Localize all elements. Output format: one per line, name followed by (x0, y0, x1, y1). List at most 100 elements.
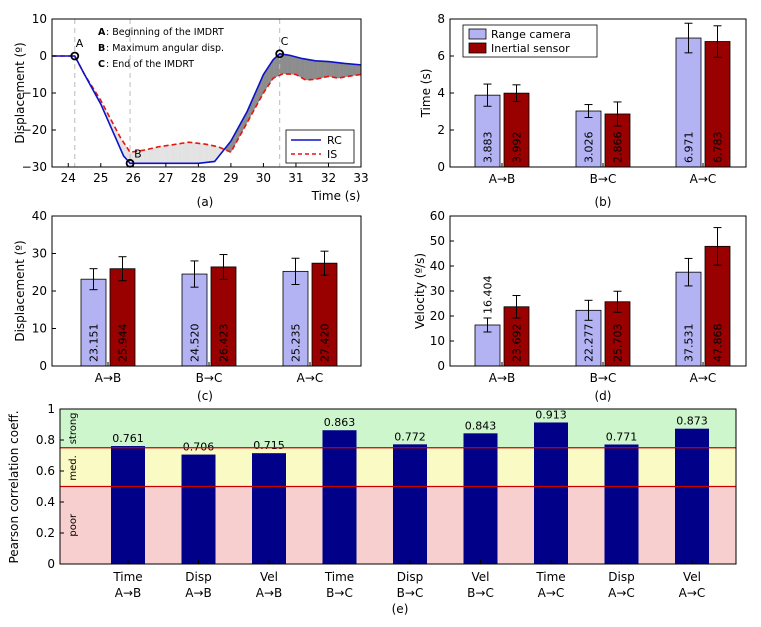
panel-b-ylabel: Time (s) (419, 69, 433, 119)
panel-e-value-label: 0.706 (183, 441, 215, 454)
panel-d-ytick-label: 30 (430, 284, 445, 298)
panel-a-fill-strip (354, 64, 357, 76)
panel-d-value-label: 16.404 (482, 275, 495, 314)
panel-a-ytick-label: −30 (22, 160, 47, 174)
panel-a-fill-strip (282, 54, 285, 75)
panel-d-caption: (d) (595, 389, 612, 403)
panel-a-ytick-label: 10 (32, 12, 47, 26)
panel-b-bar (503, 92, 530, 168)
panel-a-annotation-2-key: B (98, 43, 105, 54)
panel-e-xtick-label-1: Vel (472, 570, 490, 584)
panel-a-point-B (125, 158, 135, 168)
panel-a-fill-strip (333, 61, 336, 78)
panel-a-fill-strip (307, 59, 310, 81)
panel-e-xtick-label-1: Time (112, 570, 142, 584)
panel-d: 0 10 20 30 40 50 60 A→B 16.404 23.692 B→C 22.277 25.… (413, 209, 747, 403)
panel-a-fill-strip (328, 61, 331, 77)
panel-a-fill-strip (339, 62, 342, 79)
panel-a-fill-strip (203, 143, 206, 163)
panel-a-fill-strip (154, 147, 157, 164)
panel-a-fill-strip (338, 62, 341, 79)
panel-e-ytick-label: 0.4 (36, 495, 55, 509)
panel-a-xtick-label: 31 (288, 171, 303, 185)
panel-c-xtick-label: A→B (95, 371, 122, 385)
panel-a-fill-strip (175, 143, 178, 164)
panel-a-fill-strip (355, 64, 358, 76)
panel-a-fill-strip (357, 64, 360, 76)
panel-a-annotation-2-text: : Maximum angular disp. (106, 43, 224, 54)
panel-a-fill-strip (320, 60, 323, 79)
panel-b-xtick-label: A→B (489, 172, 516, 186)
panel-e-value-label: 0.843 (465, 419, 497, 432)
panel-a-fill-strip (342, 63, 345, 78)
panel-a-fill-strip (185, 142, 188, 164)
panel-a-fill-strip (142, 149, 145, 164)
panel-a-xtick-label: 24 (61, 171, 76, 185)
panel-e-value-label: 0.873 (676, 415, 708, 428)
panel-b-ytick-label: 0 (437, 160, 445, 174)
panel-c-value-label: 26.423 (218, 324, 231, 363)
panel-d-xtick-label: A→C (690, 371, 717, 385)
panel-a-xtick-label: 28 (191, 171, 206, 185)
panel-a-fill-strip (188, 142, 191, 164)
panel-e-bar (463, 433, 498, 564)
panel-a-fill-strip (316, 60, 319, 80)
panel-a-ytick-label: 0 (39, 49, 47, 63)
panel-c-ylabel: Displacement (º) (13, 240, 27, 341)
panel-d-ytick-label: 50 (430, 234, 445, 248)
panel-e-bar (181, 454, 216, 564)
panel-e-xtick-label-2: A→B (115, 586, 142, 600)
panel-b-xtick-label: A→C (690, 172, 717, 186)
panel-a-fill-strip (289, 55, 292, 75)
panel-a-legend: RC IS (285, 129, 355, 164)
panel-a-caption: (a) (197, 195, 214, 209)
panel-a-fill-strip (173, 144, 176, 164)
panel-c-ytick-label: 0 (39, 359, 47, 373)
panel-a-point-label-A: A (76, 37, 84, 50)
panel-a-fill-strip (276, 54, 279, 77)
panel-b: 0 2 4 6 8 A→B 3.883 3.992 B→C 3.026 2.866 A→C 6.971 6… (419, 12, 747, 209)
panel-d-ytick-label: 20 (430, 309, 445, 323)
panel-a-fill-strip (310, 59, 313, 80)
panel-b-value-label: 2.866 (612, 132, 625, 164)
panel-e-bar (111, 446, 145, 564)
panel-e-value-label: 0.863 (324, 416, 356, 429)
panel-e-xtick-label-1: Time (535, 570, 565, 584)
panel-e-xtick-label-2: A→B (185, 586, 212, 600)
panel-e-xtick-label-2: B→C (467, 586, 494, 600)
panel-a-point-C (275, 49, 285, 59)
panel-a-fill-strip (146, 149, 149, 164)
panel-a-legend-box (285, 129, 355, 164)
panel-e-ytick-label: 0.2 (36, 526, 55, 540)
panel-a-fill-strip (164, 145, 166, 164)
panel-e-value-label: 0.913 (535, 408, 567, 421)
panel-a-fill-strip (303, 58, 306, 81)
panel-c-bar (109, 268, 136, 367)
panel-c-value-label: 24.520 (189, 324, 202, 363)
panel-a-fill-strip (329, 61, 332, 78)
panel-d-value-label: 37.531 (683, 324, 696, 363)
panel-d-value-label: 25.703 (612, 324, 625, 363)
panel-a-fill-strip (207, 144, 210, 163)
panel-e-ytick-label: 0.8 (36, 433, 55, 447)
panel-a-fill-strip (287, 54, 290, 75)
panel-c-value-label: 25.944 (117, 324, 130, 363)
panel-a-fill-strip (177, 143, 180, 164)
panel-a-fill-strip (168, 144, 171, 164)
panel-a-xtick-label: 30 (256, 171, 271, 185)
panel-a-fill-strip (308, 59, 311, 80)
panel-a-fill-strip (326, 61, 329, 77)
panel-c-ytick-label: 40 (32, 209, 47, 223)
panel-a-fill-strip (201, 143, 204, 164)
panel-b-legend-is: Inertial sensor (491, 42, 570, 55)
panel-e-bar (604, 444, 639, 564)
panel-d-ytick-label: 10 (430, 334, 445, 348)
panel-c-ytick-label: 20 (32, 284, 47, 298)
panel-a-fill-strip (284, 54, 287, 75)
panel-a-point-label-B: B (134, 147, 142, 160)
panel-c-value-label: 27.420 (319, 324, 332, 363)
panel-a-fill-strip (273, 57, 275, 79)
panel-a-fill-strip (336, 62, 339, 79)
